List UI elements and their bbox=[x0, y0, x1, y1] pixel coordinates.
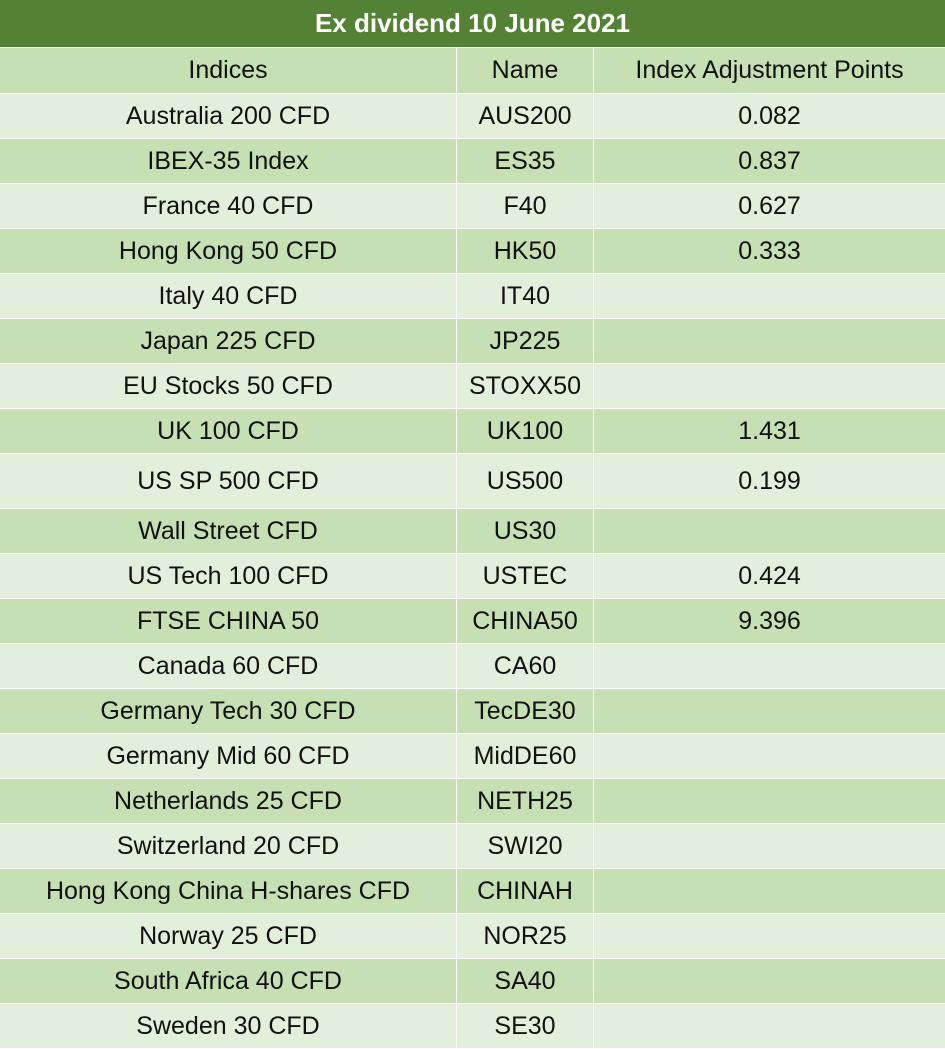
cell-name: MidDE60 bbox=[457, 734, 594, 778]
cell-index: Germany Mid 60 CFD bbox=[0, 734, 457, 778]
cell-name: CHINAH bbox=[457, 869, 594, 913]
cell-name: NETH25 bbox=[457, 779, 594, 823]
cell-points bbox=[594, 959, 945, 1003]
cell-points bbox=[594, 689, 945, 733]
cell-index: Japan 225 CFD bbox=[0, 319, 457, 363]
cell-index: Australia 200 CFD bbox=[0, 94, 457, 138]
cell-index: France 40 CFD bbox=[0, 184, 457, 228]
table-row: US SP 500 CFD US500 0.199 bbox=[0, 454, 945, 509]
cell-index: Italy 40 CFD bbox=[0, 274, 457, 318]
table-row: Japan 225 CFD JP225 bbox=[0, 319, 945, 364]
cell-name: F40 bbox=[457, 184, 594, 228]
cell-name: NOR25 bbox=[457, 914, 594, 958]
cell-points bbox=[594, 734, 945, 778]
cell-name: CA60 bbox=[457, 644, 594, 688]
cell-points bbox=[594, 274, 945, 318]
table-row: Germany Tech 30 CFD TecDE30 bbox=[0, 689, 945, 734]
cell-index: Hong Kong 50 CFD bbox=[0, 229, 457, 273]
cell-points: 0.424 bbox=[738, 561, 801, 590]
cell-name: ES35 bbox=[457, 139, 594, 183]
cell-index: Sweden 30 CFD bbox=[0, 1004, 457, 1048]
cell-index: IBEX-35 Index bbox=[0, 139, 457, 183]
cell-index: FTSE CHINA 50 bbox=[0, 599, 457, 643]
cell-points: 0.082 bbox=[738, 101, 801, 130]
table-row: Australia 200 CFD AUS200 0.082 bbox=[0, 94, 945, 139]
header-points: Index Adjustment Points bbox=[635, 56, 904, 84]
header-name: Name bbox=[457, 48, 594, 93]
cell-index: Norway 25 CFD bbox=[0, 914, 457, 958]
table-row: Hong Kong China H-shares CFD CHINAH bbox=[0, 869, 945, 914]
table-row: France 40 CFD F40 0.627 bbox=[0, 184, 945, 229]
cell-index: US SP 500 CFD bbox=[0, 454, 457, 508]
cell-points: 0.333 bbox=[738, 236, 801, 265]
cell-name: US500 bbox=[457, 454, 594, 508]
cell-name: SE30 bbox=[457, 1004, 594, 1048]
cell-name: IT40 bbox=[457, 274, 594, 318]
table-row: Netherlands 25 CFD NETH25 bbox=[0, 779, 945, 824]
cell-name: SWI20 bbox=[457, 824, 594, 868]
table-row: South Africa 40 CFD SA40 bbox=[0, 959, 945, 1004]
cell-points: 9.396 bbox=[738, 606, 801, 635]
cell-points bbox=[594, 1004, 945, 1048]
cell-points bbox=[594, 509, 945, 553]
cell-index: Hong Kong China H-shares CFD bbox=[0, 869, 457, 913]
cell-name: STOXX50 bbox=[457, 364, 594, 408]
table-row: EU Stocks 50 CFD STOXX50 bbox=[0, 364, 945, 409]
table-body: Australia 200 CFD AUS200 0.082 IBEX-35 Inde… bbox=[0, 94, 945, 1049]
cell-index: EU Stocks 50 CFD bbox=[0, 364, 457, 408]
cell-name: TecDE30 bbox=[457, 689, 594, 733]
cell-points bbox=[594, 869, 945, 913]
table-row: Switzerland 20 CFD SWI20 bbox=[0, 824, 945, 869]
table-row: US Tech 100 CFD USTEC 0.424 bbox=[0, 554, 945, 599]
cell-name: US30 bbox=[457, 509, 594, 553]
cell-name: UK100 bbox=[457, 409, 594, 453]
cell-index: UK 100 CFD bbox=[0, 409, 457, 453]
cell-name: USTEC bbox=[457, 554, 594, 598]
cell-index: Switzerland 20 CFD bbox=[0, 824, 457, 868]
table-row: Norway 25 CFD NOR25 bbox=[0, 914, 945, 959]
header-row: Indices Name Index Adjustment Points bbox=[0, 48, 945, 94]
cell-points bbox=[594, 914, 945, 958]
cell-points bbox=[594, 319, 945, 363]
table-row: UK 100 CFD UK100 1.431 bbox=[0, 409, 945, 454]
table-title: Ex dividend 10 June 2021 bbox=[0, 0, 945, 48]
cell-name: SA40 bbox=[457, 959, 594, 1003]
cell-index: Canada 60 CFD bbox=[0, 644, 457, 688]
table-row: Germany Mid 60 CFD MidDE60 bbox=[0, 734, 945, 779]
table-row: FTSE CHINA 50 CHINA50 9.396 bbox=[0, 599, 945, 644]
cell-points bbox=[594, 779, 945, 823]
cell-index: US Tech 100 CFD bbox=[0, 554, 457, 598]
cell-index: South Africa 40 CFD bbox=[0, 959, 457, 1003]
cell-points: 1.431 bbox=[738, 416, 801, 445]
cell-name: HK50 bbox=[457, 229, 594, 273]
header-indices: Indices bbox=[0, 48, 457, 93]
cell-points bbox=[594, 364, 945, 408]
table-row: IBEX-35 Index ES35 0.837 bbox=[0, 139, 945, 184]
cell-points bbox=[594, 824, 945, 868]
cell-index: Wall Street CFD bbox=[0, 509, 457, 553]
cell-points: 0.199 bbox=[738, 466, 801, 495]
table-row: Hong Kong 50 CFD HK50 0.333 bbox=[0, 229, 945, 274]
cell-index: Netherlands 25 CFD bbox=[0, 779, 457, 823]
cell-name: CHINA50 bbox=[457, 599, 594, 643]
cell-points: 0.627 bbox=[738, 191, 801, 220]
cell-points: 0.837 bbox=[738, 146, 801, 175]
cell-points bbox=[594, 644, 945, 688]
table-row: Canada 60 CFD CA60 bbox=[0, 644, 945, 689]
table-row: Sweden 30 CFD SE30 bbox=[0, 1004, 945, 1049]
cell-index: Germany Tech 30 CFD bbox=[0, 689, 457, 733]
table-row: Wall Street CFD US30 bbox=[0, 509, 945, 554]
cell-name: AUS200 bbox=[457, 94, 594, 138]
table-row: Italy 40 CFD IT40 bbox=[0, 274, 945, 319]
cell-name: JP225 bbox=[457, 319, 594, 363]
